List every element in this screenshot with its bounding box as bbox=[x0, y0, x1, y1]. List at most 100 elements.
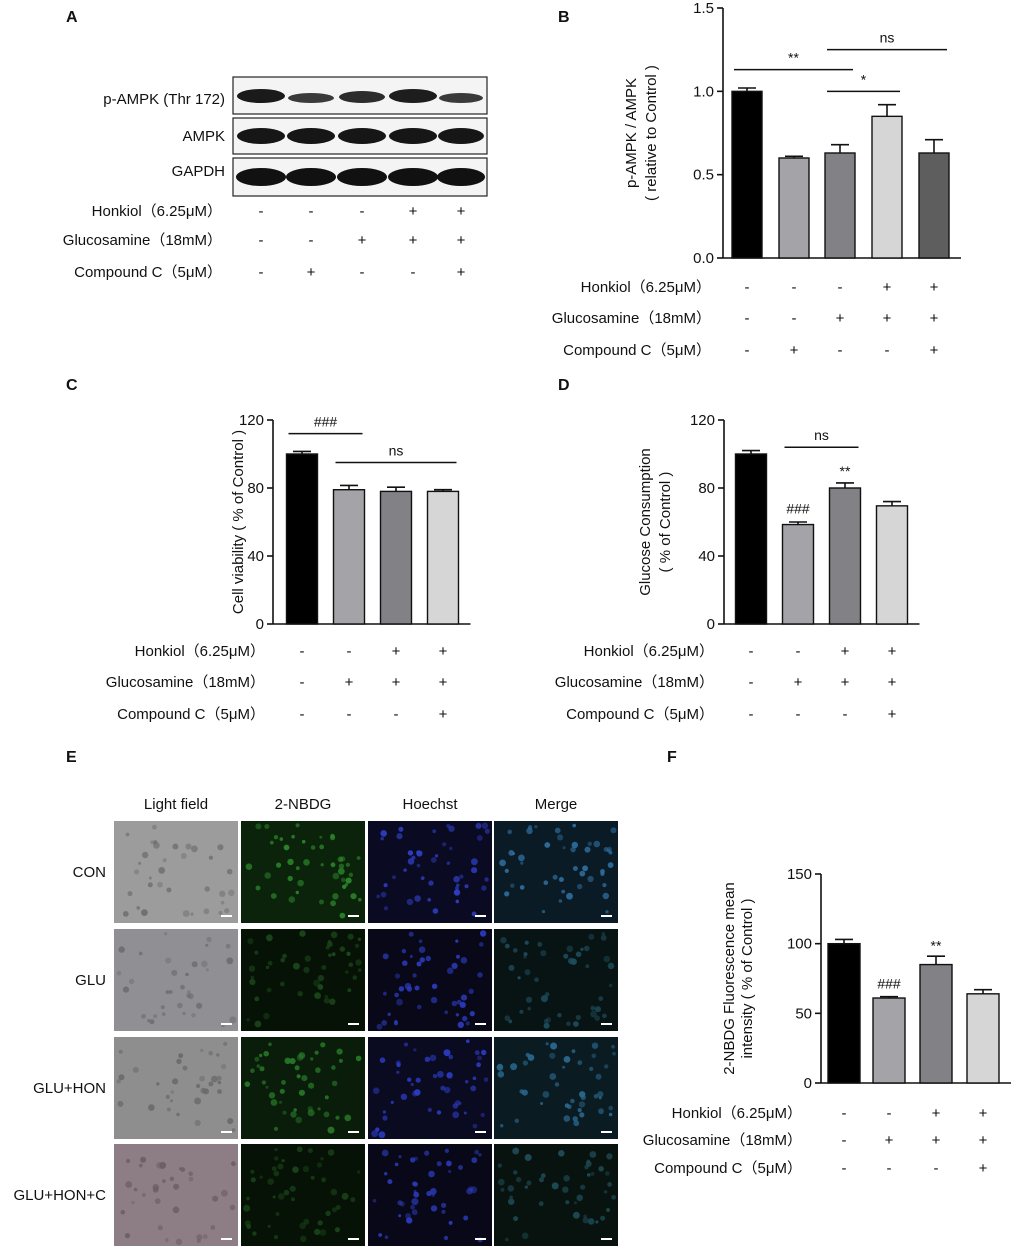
cell-spot bbox=[211, 1075, 218, 1083]
cell-spot bbox=[196, 1002, 203, 1009]
blot-band bbox=[339, 91, 385, 103]
cell-spot bbox=[302, 1165, 310, 1173]
cell-spot bbox=[590, 1171, 595, 1176]
cell-spot bbox=[430, 1205, 438, 1212]
cell-spot bbox=[500, 937, 507, 944]
cell-spot bbox=[208, 1050, 213, 1056]
cell-spot bbox=[432, 1073, 438, 1079]
cell-spot bbox=[448, 1054, 454, 1060]
cell-spot bbox=[384, 1172, 388, 1176]
micrograph-image bbox=[241, 929, 365, 1031]
cell-spot bbox=[412, 1181, 417, 1187]
cell-spot bbox=[268, 1042, 272, 1047]
cell-spot bbox=[125, 1181, 133, 1188]
cell-spot bbox=[120, 1209, 126, 1215]
cell-spot bbox=[283, 844, 290, 851]
cell-spot bbox=[517, 976, 521, 980]
cell-spot bbox=[598, 996, 604, 1001]
cell-spot bbox=[273, 835, 279, 840]
cell-spot bbox=[402, 960, 408, 966]
cell-spot bbox=[330, 862, 336, 868]
condition-sign: + bbox=[841, 643, 850, 660]
cell-spot bbox=[372, 1087, 380, 1094]
cell-spot bbox=[150, 840, 155, 845]
cell-spot bbox=[331, 952, 336, 957]
blot-band bbox=[389, 89, 437, 103]
y-tick-label: 120 bbox=[239, 412, 264, 429]
cell-spot bbox=[356, 856, 361, 860]
cell-spot bbox=[407, 858, 415, 865]
cell-spot bbox=[188, 1176, 194, 1182]
cell-spot bbox=[176, 1112, 180, 1117]
condition-sign: - bbox=[745, 342, 750, 359]
cell-spot bbox=[383, 991, 387, 996]
cell-spot bbox=[384, 1235, 389, 1239]
cell-spot bbox=[274, 1235, 279, 1240]
cell-spot bbox=[443, 1235, 449, 1241]
blot-band bbox=[338, 128, 386, 144]
micrograph-image bbox=[368, 821, 492, 923]
cell-spot bbox=[266, 987, 272, 993]
y-axis-label: intensity ( % of Control ) bbox=[739, 898, 756, 1058]
cell-spot bbox=[462, 1015, 468, 1022]
cell-spot bbox=[216, 1075, 222, 1081]
cell-spot bbox=[543, 1018, 549, 1024]
cell-spot bbox=[191, 1013, 196, 1018]
blot-band bbox=[237, 128, 285, 144]
cell-spot bbox=[280, 957, 286, 963]
chart-2nbdg-intensity: 0 50 100 150 2-NBDG Fluorescence mean intensi… bbox=[721, 866, 1011, 1092]
cell-spot bbox=[602, 1013, 607, 1019]
cell-spot bbox=[509, 1195, 513, 1200]
cell-spot bbox=[162, 1179, 166, 1183]
cell-spot bbox=[231, 1161, 236, 1167]
y-tick-label: 150 bbox=[787, 866, 812, 883]
micrograph-column-header: Light field bbox=[144, 796, 208, 813]
cell-spot bbox=[293, 1108, 297, 1112]
bar bbox=[379, 490, 413, 625]
cell-spot bbox=[268, 1092, 276, 1099]
panel-label-f: F bbox=[667, 749, 677, 766]
cell-spot bbox=[519, 1009, 524, 1014]
cell-spot bbox=[411, 1209, 418, 1216]
cell-spot bbox=[290, 1111, 297, 1118]
cell-spot bbox=[558, 877, 564, 882]
cell-spot bbox=[497, 1163, 502, 1168]
cell-spot bbox=[303, 966, 310, 974]
cell-spot bbox=[594, 1015, 600, 1021]
cell-spot bbox=[314, 1050, 319, 1055]
cell-spot bbox=[319, 1229, 327, 1236]
cell-spot bbox=[319, 844, 325, 850]
cell-spot bbox=[347, 988, 352, 993]
cell-spot bbox=[454, 1100, 461, 1106]
cell-spot bbox=[408, 931, 414, 937]
cell-spot bbox=[577, 1108, 582, 1113]
cell-spot bbox=[540, 995, 548, 1003]
cell-spot bbox=[190, 912, 194, 916]
cell-spot bbox=[201, 960, 208, 968]
cell-spot bbox=[161, 1012, 166, 1016]
cell-spot bbox=[414, 895, 421, 902]
micrograph-row-label: CON bbox=[73, 864, 106, 881]
treatment-table-a: Honkiol（6.25μM） - - - + + Glucosamine（18mM） - - +… bbox=[63, 203, 466, 281]
cell-spot bbox=[331, 1080, 338, 1087]
cell-spot bbox=[254, 1020, 262, 1028]
cell-spot bbox=[455, 886, 459, 890]
cell-spot bbox=[281, 1159, 285, 1163]
cell-spot bbox=[289, 1185, 296, 1192]
cell-spot bbox=[254, 996, 260, 1002]
cell-spot bbox=[320, 863, 324, 867]
cell-spot bbox=[587, 1218, 595, 1225]
cell-spot bbox=[217, 844, 224, 851]
cell-spot bbox=[466, 1039, 470, 1043]
cell-spot bbox=[267, 1178, 275, 1185]
cell-spot bbox=[398, 1155, 402, 1159]
condition-sign: - bbox=[934, 1160, 939, 1177]
cell-spot bbox=[382, 953, 389, 960]
condition-sign: + bbox=[841, 674, 850, 691]
cell-spot bbox=[608, 983, 613, 988]
cell-spot bbox=[328, 953, 332, 957]
cell-spot bbox=[330, 833, 335, 839]
cell-spot bbox=[418, 939, 423, 944]
condition-label: Honkiol（6.25μM） bbox=[584, 643, 714, 660]
cell-spot bbox=[507, 829, 512, 835]
